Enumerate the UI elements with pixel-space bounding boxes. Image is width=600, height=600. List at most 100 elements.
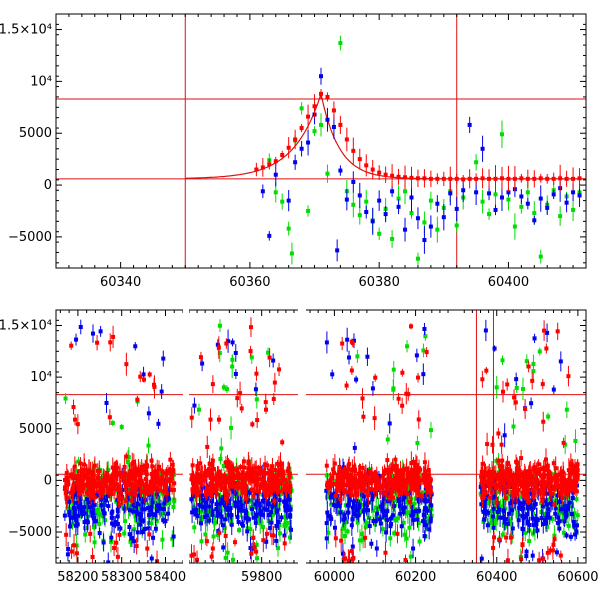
data-point [160,511,165,516]
data-point [396,174,401,179]
data-point [346,464,351,469]
data-point [387,421,392,426]
data-point [139,502,144,507]
data-point [364,163,369,168]
data-point [118,487,123,492]
data-point [210,546,215,551]
data-point [382,469,387,474]
data-point [73,515,78,520]
data-point [285,504,290,509]
data-point [343,556,348,561]
data-point [289,251,294,256]
data-point [64,496,69,501]
data-point [286,466,291,471]
data-point [210,382,215,387]
data-point [79,480,84,485]
data-point [248,527,253,532]
data-point [233,503,238,508]
data-point [262,483,267,488]
data-point [130,462,135,467]
data-point [190,487,195,492]
data-point [82,505,87,510]
data-point [80,469,85,474]
data-point [372,477,377,482]
data-point [112,485,117,490]
data-point [253,387,258,392]
data-point [133,492,138,497]
data-point [341,517,346,522]
data-point [127,532,132,537]
data-point [373,491,378,496]
data-point [89,491,94,496]
data-point [238,476,243,481]
data-point [482,503,487,508]
data-point [331,125,336,130]
data-point [391,387,396,392]
data-point [289,527,294,532]
data-point [264,407,269,412]
data-point [204,486,209,491]
data-point [108,488,113,493]
data-point [479,502,484,507]
data-point [407,491,412,496]
data-point [574,529,579,534]
data-point [426,467,431,472]
data-point [91,516,96,521]
data-point [211,467,216,472]
data-point [525,190,530,195]
data-point [545,524,550,529]
data-point [355,520,360,525]
data-point [524,359,529,364]
data-point [251,535,256,540]
data-point [421,519,426,524]
data-point [396,396,401,401]
data-point [411,517,416,522]
data-point [159,389,164,394]
data-point [264,488,269,493]
data-point [261,512,266,517]
data-point [258,518,263,523]
data-point [248,471,253,476]
data-point [74,468,79,473]
data-point [141,490,146,495]
data-point [276,519,281,524]
y-tick-label: 5000 [19,126,52,141]
data-point [493,207,498,212]
data-point [67,513,72,518]
data-point [369,472,374,477]
data-point [428,198,433,203]
data-point [198,355,203,360]
data-point [134,544,139,549]
data-point [113,522,118,527]
data-point [325,510,330,515]
data-point [217,530,222,535]
data-point [86,500,91,505]
data-point [147,372,152,377]
data-point [208,469,213,474]
data-point [422,490,427,495]
data-point [541,522,546,527]
data-point [140,486,145,491]
data-point [244,496,249,501]
data-point [216,417,221,422]
data-point [360,396,365,401]
data-point [269,520,274,525]
data-point [275,526,280,531]
data-point [422,176,427,181]
data-point [385,458,390,463]
data-point [415,176,420,181]
data-point [487,191,492,196]
data-point [360,465,365,470]
data-point [312,129,317,134]
data-point [416,417,421,422]
data-point [73,523,78,528]
data-point [338,122,343,127]
data-point [376,506,381,511]
data-point [283,486,288,491]
data-point [195,472,200,477]
data-point [254,542,259,547]
data-point [131,476,136,481]
data-point [230,340,235,345]
data-point [547,515,552,520]
data-point [250,466,255,471]
